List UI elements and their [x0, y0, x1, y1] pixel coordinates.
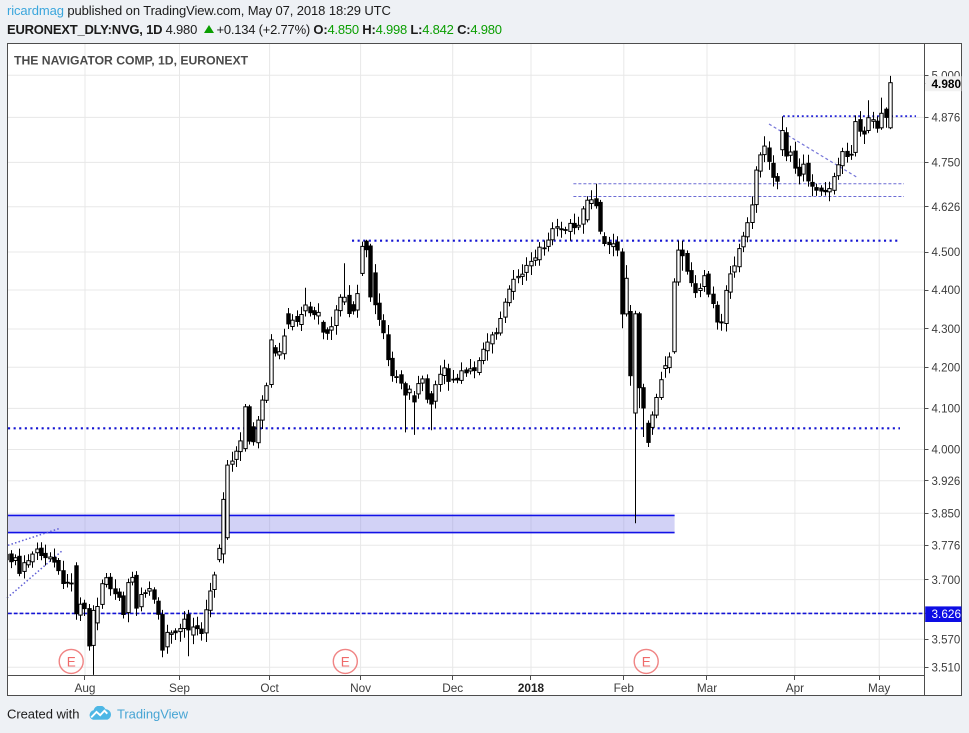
svg-text:4.500: 4.500 [932, 247, 961, 259]
svg-text:Nov: Nov [350, 681, 371, 695]
svg-text:2018: 2018 [518, 681, 545, 695]
svg-text:3.926: 3.926 [932, 476, 961, 488]
svg-text:Apr: Apr [786, 681, 804, 695]
svg-text:Mar: Mar [697, 681, 717, 695]
svg-text:Aug: Aug [75, 681, 96, 695]
svg-text:May: May [868, 681, 890, 695]
svg-text:THE NAVIGATOR COMP, 1D, EURONE: THE NAVIGATOR COMP, 1D, EURONEXT [14, 54, 249, 68]
svg-text:4.200: 4.200 [932, 363, 961, 375]
svg-text:Dec: Dec [442, 681, 463, 695]
svg-text:3.510: 3.510 [932, 663, 961, 675]
svg-text:3.570: 3.570 [932, 634, 961, 646]
svg-text:4.400: 4.400 [932, 285, 961, 297]
svg-text:4.980: 4.980 [932, 77, 962, 91]
svg-text:3.700: 3.700 [932, 575, 961, 587]
svg-text:4.626: 4.626 [932, 202, 961, 214]
svg-text:3.626: 3.626 [932, 607, 962, 621]
svg-text:E: E [642, 654, 651, 669]
svg-text:3.776: 3.776 [932, 541, 961, 553]
svg-text:Sep: Sep [169, 681, 190, 695]
svg-text:4.750: 4.750 [932, 158, 961, 170]
svg-text:Feb: Feb [614, 681, 635, 695]
svg-text:E: E [341, 654, 350, 669]
svg-text:4.000: 4.000 [932, 445, 961, 457]
svg-text:4.876: 4.876 [932, 113, 961, 125]
svg-text:Oct: Oct [260, 681, 279, 695]
svg-text:E: E [67, 654, 76, 669]
svg-text:4.100: 4.100 [932, 404, 961, 416]
svg-text:3.850: 3.850 [932, 508, 961, 520]
svg-text:4.300: 4.300 [932, 324, 961, 336]
